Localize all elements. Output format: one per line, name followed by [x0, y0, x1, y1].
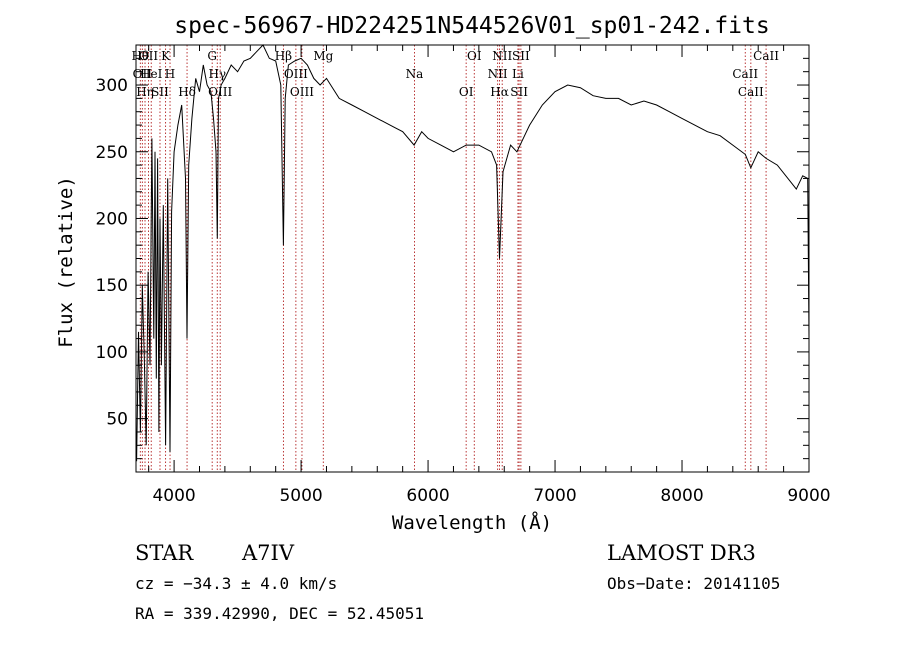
line-label: CaII — [732, 67, 758, 81]
plot-area — [135, 44, 810, 473]
info-panel: STAR A7IV LAMOST DR3 cz = −34.3 ± 4.0 km… — [135, 541, 780, 623]
line-label: SII — [151, 85, 169, 99]
line-label: Mg — [313, 49, 333, 63]
plot-frame — [135, 44, 810, 473]
line-label: Li — [512, 67, 524, 81]
line-label: SII — [510, 85, 528, 99]
line-label: Hη — [136, 85, 154, 99]
object-type: STAR — [135, 541, 194, 565]
x-axis-ticks: 4000 5000 6000 7000 8000 9000 — [148, 45, 831, 506]
line-label: K — [161, 49, 171, 63]
y-tick-label: 50 — [106, 410, 128, 430]
y-tick-label: 200 — [96, 209, 128, 229]
line-label: Hγ — [208, 67, 226, 81]
y-tick-label: 100 — [96, 343, 128, 363]
line-label: SII — [512, 49, 530, 63]
x-tick-label: 7000 — [533, 486, 576, 506]
survey-name: LAMOST DR3 — [607, 541, 756, 565]
redshift-readout: cz = −34.3 ± 4.0 km/s — [135, 574, 337, 593]
line-label: Hα — [490, 85, 509, 99]
line-label: CaII — [753, 49, 779, 63]
line-label: NII — [488, 67, 508, 81]
chart-title: spec-56967-HD224251N544526V01_sp01-242.f… — [174, 13, 769, 39]
x-tick-label: 5000 — [279, 486, 322, 506]
x-tick-label: 9000 — [787, 486, 830, 506]
spectral-line-markers — [139, 45, 767, 472]
line-label: Hδ — [178, 85, 196, 99]
x-tick-label: 4000 — [152, 486, 195, 506]
spectral-line-labels: HθOIIHηOIIHeISIIKHHδGHγOIIIHβOIIIOIIIMgN… — [131, 49, 779, 99]
x-tick-label: 8000 — [660, 486, 703, 506]
line-label: OI — [467, 49, 482, 63]
y-tick-label: 250 — [96, 143, 128, 163]
line-label: OI — [459, 85, 474, 99]
observation-date: Obs−Date: 20141105 — [607, 574, 780, 593]
line-label: G — [207, 49, 217, 63]
y-axis-label: Flux (relative) — [55, 176, 77, 348]
y-tick-label: 150 — [96, 276, 128, 296]
y-axis-ticks: 50 100 150 200 250 300 — [96, 57, 809, 460]
spectral-subclass: A7IV — [241, 541, 295, 565]
line-label: H — [165, 67, 175, 81]
coordinates: RA = 339.42990, DEC = 52.45051 — [135, 604, 424, 623]
spectrum-line — [136, 44, 810, 462]
line-label: OII — [139, 49, 159, 63]
line-label: HeI — [140, 67, 163, 81]
line-label: OIII — [208, 85, 232, 99]
x-tick-label: 6000 — [406, 486, 449, 506]
line-label: OII — [133, 67, 153, 81]
y-tick-label: 300 — [96, 76, 128, 96]
line-label: NII — [492, 49, 512, 63]
line-label: OIII — [284, 67, 308, 81]
line-label: OIII — [290, 85, 314, 99]
line-label: Na — [406, 67, 424, 81]
line-label: Hβ — [275, 49, 292, 63]
line-label: CaII — [738, 85, 764, 99]
x-axis-label: Wavelength (Å) — [392, 511, 552, 534]
